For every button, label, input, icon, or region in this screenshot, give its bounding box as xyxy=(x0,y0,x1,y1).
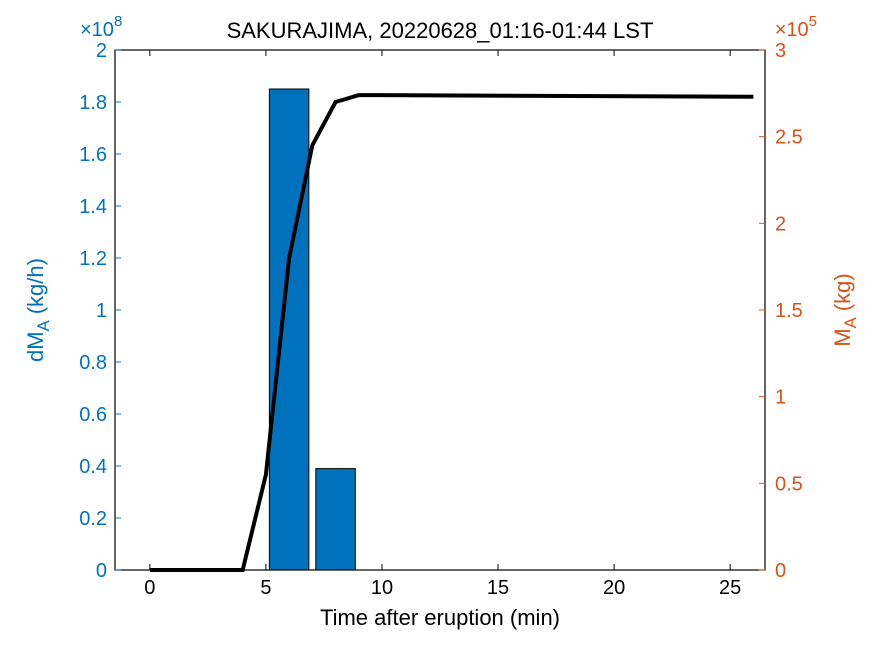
ytick-right-label: 3 xyxy=(775,40,786,62)
xtick-label: 10 xyxy=(371,577,393,599)
ytick-right-label: 1.5 xyxy=(775,300,803,322)
ytick-left-label: 0.4 xyxy=(79,456,107,478)
ytick-right-label: 2.5 xyxy=(775,127,803,149)
ytick-left-label: 0.6 xyxy=(79,404,107,426)
ytick-right-label: 2 xyxy=(775,213,786,235)
x-axis-label: Time after eruption (min) xyxy=(320,605,560,630)
ytick-left-label: 1.6 xyxy=(79,144,107,166)
chart-svg: 051015202500.20.40.60.811.21.41.61.8200.… xyxy=(0,0,875,656)
xtick-label: 25 xyxy=(719,577,741,599)
ytick-right-label: 1 xyxy=(775,387,786,409)
ytick-left-label: 1 xyxy=(96,300,107,322)
ytick-left-label: 0 xyxy=(96,560,107,582)
ytick-left-label: 1.2 xyxy=(79,248,107,270)
xtick-label: 0 xyxy=(144,577,155,599)
ytick-left-label: 0.2 xyxy=(79,508,107,530)
xtick-label: 20 xyxy=(603,577,625,599)
ytick-right-label: 0.5 xyxy=(775,473,803,495)
xtick-label: 5 xyxy=(260,577,271,599)
ytick-right-label: 0 xyxy=(775,560,786,582)
chart-container: 051015202500.20.40.60.811.21.41.61.8200.… xyxy=(0,0,875,656)
ytick-left-label: 1.8 xyxy=(79,92,107,114)
chart-title: SAKURAJIMA, 20220628_01:16-01:44 LST xyxy=(227,18,654,43)
ytick-left-label: 0.8 xyxy=(79,352,107,374)
xtick-label: 15 xyxy=(487,577,509,599)
bar-1 xyxy=(316,469,355,570)
ytick-left-label: 2 xyxy=(96,40,107,62)
bar-0 xyxy=(269,89,308,570)
ytick-left-label: 1.4 xyxy=(79,196,107,218)
